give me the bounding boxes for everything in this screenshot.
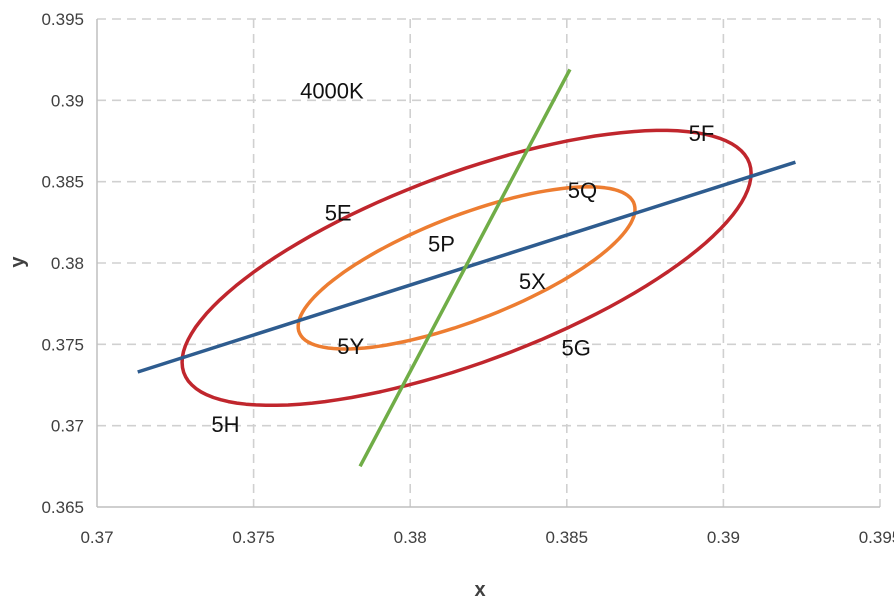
axes <box>96 19 880 508</box>
x-tick-label: 0.375 <box>232 528 275 547</box>
y-tick-label: 0.365 <box>41 498 84 517</box>
y-tick-label: 0.39 <box>51 91 84 110</box>
region-label: 5Y <box>337 334 364 359</box>
region-label: 4000K <box>300 79 364 104</box>
x-axis-title: x <box>474 579 485 601</box>
region-label: 5G <box>562 336 591 361</box>
annotations: 4000K 5F 5Q 5E 5P 5X 5Y 5G 5H <box>211 79 714 437</box>
x-tick-label: 0.37 <box>80 528 113 547</box>
y-tick-label: 0.37 <box>51 417 84 436</box>
series-layer <box>137 68 796 468</box>
tick-labels: 0.37 0.375 0.38 0.385 0.39 0.395 0.365 0.37 0.37… <box>41 10 894 547</box>
y-tick-label: 0.385 <box>41 173 84 192</box>
region-label: 5Q <box>568 178 597 203</box>
ellipse-series-0 <box>180 128 753 408</box>
y-tick-label: 0.375 <box>41 335 84 354</box>
grid <box>97 18 881 507</box>
x-tick-label: 0.395 <box>859 528 894 547</box>
region-label: 5F <box>689 121 715 146</box>
region-label: 5E <box>325 201 352 226</box>
y-tick-label: 0.395 <box>41 10 84 29</box>
line-series-3 <box>358 68 572 468</box>
region-label: 5X <box>519 269 546 294</box>
region-label: 5H <box>211 412 239 437</box>
region-label: 5P <box>428 231 455 256</box>
ellipse-series-1 <box>296 185 637 351</box>
x-tick-label: 0.385 <box>546 528 589 547</box>
x-tick-label: 0.39 <box>707 528 740 547</box>
y-tick-label: 0.38 <box>51 254 84 273</box>
y-axis-title: y <box>7 256 29 268</box>
x-tick-label: 0.38 <box>394 528 427 547</box>
